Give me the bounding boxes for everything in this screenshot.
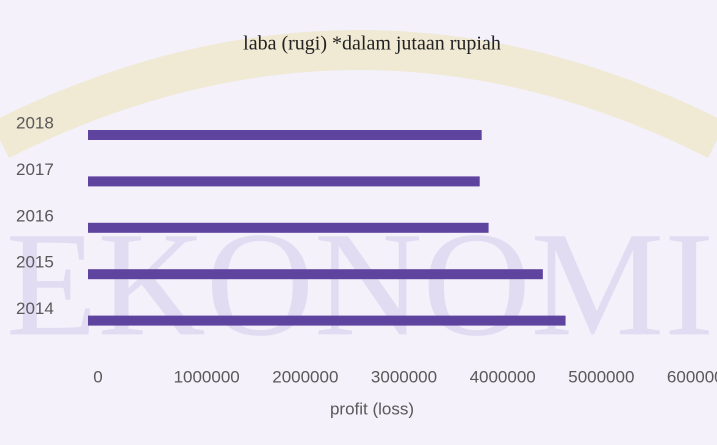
x-axis-label: profit (loss): [330, 399, 414, 418]
x-tick-label: 4000000: [470, 367, 536, 386]
x-tick-label: 5000000: [568, 367, 634, 386]
y-tick-label: 2015: [16, 253, 54, 272]
y-tick-label: 2014: [16, 299, 54, 318]
x-tick-label: 1000000: [174, 367, 240, 386]
y-tick-label: 2018: [16, 113, 54, 132]
bar: [88, 316, 566, 326]
y-tick-label: 2017: [16, 160, 54, 179]
chart: EKONOMI laba (rugi) *dalam jutaan rupiah…: [0, 0, 717, 445]
bar: [88, 269, 543, 279]
x-tick-label: 0: [93, 367, 102, 386]
chart-title: laba (rugi) *dalam jutaan rupiah: [243, 33, 501, 55]
x-tick-label: 6000000: [667, 367, 717, 386]
y-tick-label: 2016: [16, 206, 54, 225]
bar: [88, 130, 482, 140]
bar: [88, 223, 489, 233]
x-tick-label: 2000000: [272, 367, 338, 386]
x-tick-label: 3000000: [371, 367, 437, 386]
bar: [88, 176, 480, 186]
